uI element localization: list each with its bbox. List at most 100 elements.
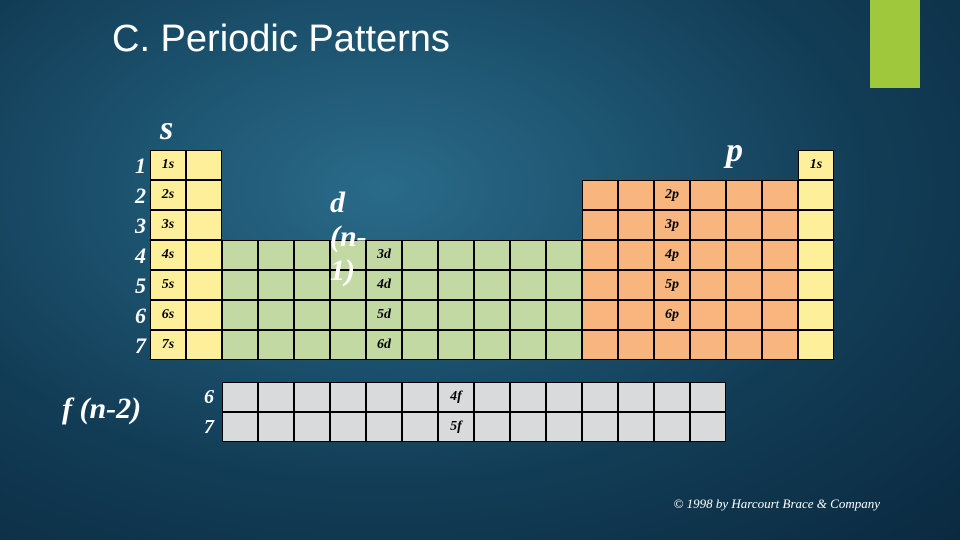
cell-p-3-2: 4p: [654, 240, 690, 270]
cell-p-1-0: [582, 180, 618, 210]
cell-s-0-0: 1s: [150, 150, 186, 180]
cell-s-1-0: 2s: [150, 180, 186, 210]
cell-p-6-0: [582, 330, 618, 360]
cell-f-1-10: [582, 412, 618, 442]
cell-p-1-2: 2p: [654, 180, 690, 210]
cell-p-2-3: [690, 210, 726, 240]
cell-d-3-8: [510, 240, 546, 270]
cell-f-1-12: [654, 412, 690, 442]
cell-d-5-9: [546, 300, 582, 330]
cell-d-4-5: [402, 270, 438, 300]
cell-p-3-0: [582, 240, 618, 270]
cell-d-5-6: [438, 300, 474, 330]
cell-p-5-1: [618, 300, 654, 330]
corner-accent: [870, 0, 920, 88]
cell-d-5-5: [402, 300, 438, 330]
cell-f-0-2: [294, 382, 330, 412]
cell-s-4-0: 5s: [150, 270, 186, 300]
cell-f-1-13: [690, 412, 726, 442]
row-number-5: 5: [126, 273, 146, 299]
cell-d-6-2: [294, 330, 330, 360]
cell-p-6-1: [618, 330, 654, 360]
cell-f-1-7: [474, 412, 510, 442]
cell-d-6-9: [546, 330, 582, 360]
cell-f-1-8: [510, 412, 546, 442]
cell-p-4-3: [690, 270, 726, 300]
cell-s-6-0: 7s: [150, 330, 186, 360]
cell-f-0-7: [474, 382, 510, 412]
cell-s-2-1: [186, 210, 222, 240]
cell-p-5-5: [762, 300, 798, 330]
cell-d-5-2: [294, 300, 330, 330]
d-block-label: d (n-1): [330, 186, 367, 288]
cell-d-6-3: [330, 330, 366, 360]
cell-d-6-5: [402, 330, 438, 360]
cell-d-5-4: 5d: [366, 300, 402, 330]
cell-d-3-1: [258, 240, 294, 270]
cell-p-6-3: [690, 330, 726, 360]
cell-s-5-1: [186, 300, 222, 330]
cell-d-4-2: [294, 270, 330, 300]
cell-d-3-0: [222, 240, 258, 270]
cell-extra-2: [798, 210, 834, 240]
cell-d-5-3: [330, 300, 366, 330]
cell-f-1-1: [258, 412, 294, 442]
cell-p-4-4: [726, 270, 762, 300]
cell-f-1-0: [222, 412, 258, 442]
cell-p-3-5: [762, 240, 798, 270]
cell-f-0-0: [222, 382, 258, 412]
cell-f-0-6: 4f: [438, 382, 474, 412]
cell-f-1-9: [546, 412, 582, 442]
cell-d-4-7: [474, 270, 510, 300]
cell-d-5-8: [510, 300, 546, 330]
cell-p-1-1: [618, 180, 654, 210]
cell-d-4-1: [258, 270, 294, 300]
cell-extra-5: [798, 300, 834, 330]
cell-f-0-8: [510, 382, 546, 412]
p-block-label: p: [726, 132, 743, 170]
cell-f-0-5: [402, 382, 438, 412]
f-row-number-7: 7: [204, 416, 214, 439]
cell-d-3-9: [546, 240, 582, 270]
row-number-2: 2: [126, 183, 146, 209]
row-number-4: 4: [126, 243, 146, 269]
cell-f-1-6: 5f: [438, 412, 474, 442]
cell-p-5-4: [726, 300, 762, 330]
cell-d-3-4: 3d: [366, 240, 402, 270]
cell-s-5-0: 6s: [150, 300, 186, 330]
cell-d-6-1: [258, 330, 294, 360]
cell-d-4-9: [546, 270, 582, 300]
cell-f-0-10: [582, 382, 618, 412]
cell-d-5-7: [474, 300, 510, 330]
row-number-6: 6: [126, 303, 146, 329]
cell-f-1-4: [366, 412, 402, 442]
row-number-3: 3: [126, 213, 146, 239]
cell-p-3-4: [726, 240, 762, 270]
cell-s-3-1: [186, 240, 222, 270]
cell-p-3-3: [690, 240, 726, 270]
row-number-1: 1: [126, 153, 146, 179]
cell-d-4-6: [438, 270, 474, 300]
cell-s-4-1: [186, 270, 222, 300]
cell-d-3-2: [294, 240, 330, 270]
cell-extra-4: [798, 270, 834, 300]
cell-s-2-0: 3s: [150, 210, 186, 240]
cell-extra-6: [798, 330, 834, 360]
cell-p-2-0: [582, 210, 618, 240]
cell-p-2-4: [726, 210, 762, 240]
cell-p-5-2: 6p: [654, 300, 690, 330]
cell-s-0-1: [186, 150, 222, 180]
cell-d-5-0: [222, 300, 258, 330]
cell-d-6-0: [222, 330, 258, 360]
cell-f-1-2: [294, 412, 330, 442]
cell-f-1-11: [618, 412, 654, 442]
cell-d-6-8: [510, 330, 546, 360]
copyright-text: © 1998 by Harcourt Brace & Company: [673, 496, 880, 512]
cell-p-4-1: [618, 270, 654, 300]
cell-d-3-7: [474, 240, 510, 270]
cell-p-6-2: [654, 330, 690, 360]
f-block-label: f (n-2): [62, 392, 141, 426]
cell-extra-0: 1s: [798, 150, 834, 180]
cell-d-6-7: [474, 330, 510, 360]
cell-p-2-2: 3p: [654, 210, 690, 240]
